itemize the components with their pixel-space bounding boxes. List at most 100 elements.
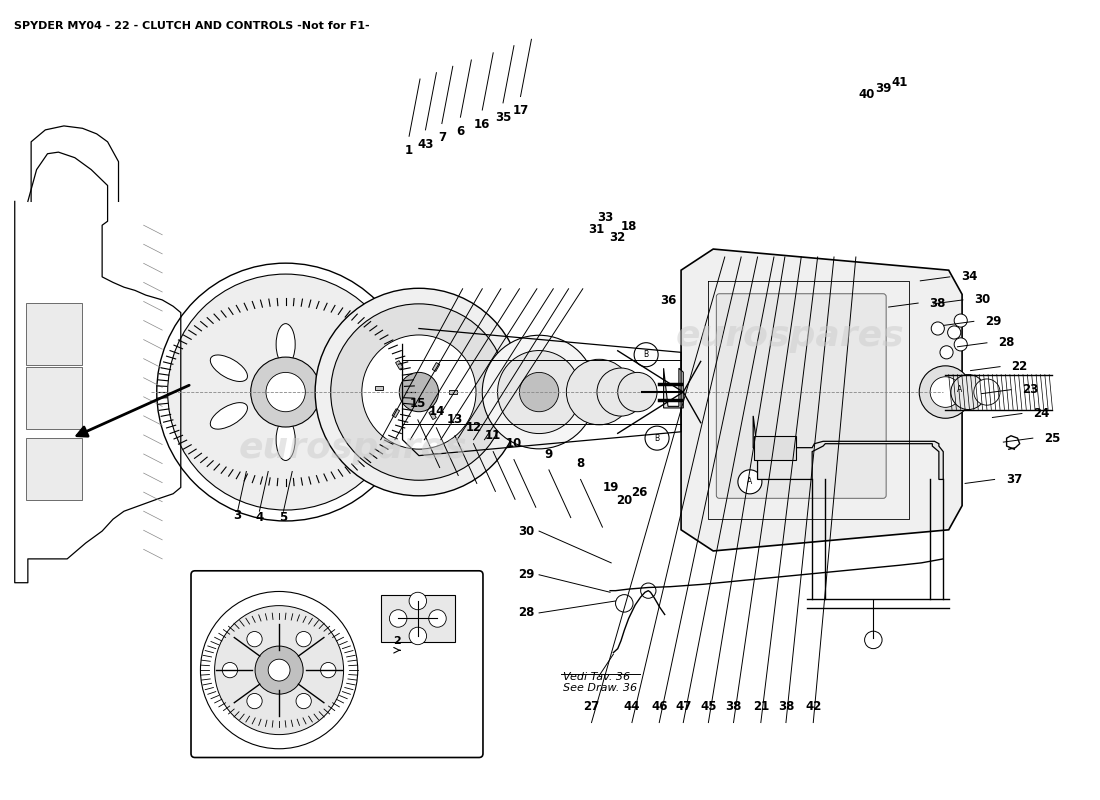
Bar	[375, 386, 383, 390]
Text: 44: 44	[624, 700, 640, 713]
Circle shape	[947, 378, 971, 402]
Text: 18: 18	[620, 220, 637, 234]
Circle shape	[634, 342, 658, 366]
Polygon shape	[754, 416, 943, 479]
Text: 41: 41	[891, 76, 908, 89]
Circle shape	[616, 594, 632, 612]
FancyBboxPatch shape	[716, 294, 887, 498]
Text: 26: 26	[631, 486, 648, 499]
Circle shape	[597, 368, 645, 416]
Text: 7: 7	[438, 131, 446, 144]
Text: 2: 2	[393, 636, 400, 646]
Text: 17: 17	[513, 104, 529, 118]
Circle shape	[296, 694, 311, 709]
Text: See Draw. 36: See Draw. 36	[563, 683, 637, 694]
Circle shape	[497, 350, 581, 434]
Circle shape	[932, 322, 944, 335]
Text: 12: 12	[465, 422, 482, 434]
Text: 45: 45	[700, 700, 716, 713]
Circle shape	[222, 662, 238, 678]
Circle shape	[920, 366, 971, 418]
Circle shape	[409, 627, 427, 645]
Circle shape	[268, 659, 290, 681]
Text: 37: 37	[1006, 473, 1022, 486]
Bar	[25, 366, 82, 429]
Circle shape	[200, 591, 358, 749]
Text: 36: 36	[660, 294, 676, 307]
Ellipse shape	[323, 402, 361, 429]
Text: 30: 30	[518, 525, 535, 538]
Text: B: B	[644, 350, 649, 359]
Text: 28: 28	[518, 606, 535, 619]
Bar	[381, 594, 455, 642]
Text: 25: 25	[1044, 432, 1060, 445]
Circle shape	[645, 426, 669, 450]
Circle shape	[865, 631, 882, 649]
Bar	[755, 436, 795, 459]
Text: 15: 15	[409, 398, 426, 410]
Circle shape	[246, 694, 262, 709]
Circle shape	[954, 338, 967, 351]
Polygon shape	[663, 368, 683, 408]
Text: 33: 33	[597, 210, 614, 224]
Text: 20: 20	[616, 494, 632, 507]
Text: 23: 23	[1023, 383, 1038, 396]
Circle shape	[214, 606, 343, 734]
Text: eurospares: eurospares	[239, 430, 468, 465]
Text: 29: 29	[518, 568, 535, 582]
Text: 30: 30	[975, 294, 991, 306]
Circle shape	[974, 379, 1000, 405]
Text: 11: 11	[485, 430, 502, 442]
Circle shape	[251, 357, 320, 427]
Ellipse shape	[276, 419, 295, 461]
Text: 16: 16	[474, 118, 491, 131]
Circle shape	[362, 335, 476, 449]
Bar	[429, 410, 437, 419]
Bar	[392, 409, 399, 418]
Circle shape	[167, 274, 404, 510]
Circle shape	[389, 610, 407, 627]
Text: 10: 10	[506, 437, 522, 450]
Text: 13: 13	[447, 414, 463, 426]
Text: 38: 38	[930, 297, 946, 310]
Circle shape	[618, 372, 657, 412]
Text: 35: 35	[495, 110, 512, 124]
Text: 42: 42	[805, 700, 822, 713]
Ellipse shape	[210, 355, 248, 382]
Text: 24: 24	[1033, 407, 1049, 420]
Text: 46: 46	[651, 700, 668, 713]
Text: 5: 5	[279, 511, 287, 524]
Text: 21: 21	[752, 700, 769, 713]
Ellipse shape	[276, 324, 295, 365]
Text: 47: 47	[675, 700, 692, 713]
Circle shape	[931, 377, 960, 407]
Text: 43: 43	[417, 138, 433, 150]
Text: A: A	[957, 385, 962, 394]
Text: Vedi Tav. 36: Vedi Tav. 36	[563, 672, 630, 682]
Text: B: B	[654, 434, 660, 442]
Text: 34: 34	[961, 270, 978, 283]
Bar	[396, 361, 403, 370]
Text: 40: 40	[859, 89, 874, 102]
Circle shape	[296, 631, 311, 646]
Text: 38: 38	[778, 700, 794, 713]
Text: 9: 9	[544, 447, 553, 461]
Circle shape	[950, 374, 986, 410]
Circle shape	[315, 288, 522, 496]
Bar	[432, 362, 440, 371]
Text: 31: 31	[587, 222, 604, 236]
Polygon shape	[681, 249, 962, 551]
Ellipse shape	[323, 355, 361, 382]
Bar	[25, 438, 82, 500]
Circle shape	[947, 326, 960, 339]
Circle shape	[409, 592, 427, 610]
Circle shape	[255, 646, 304, 694]
Text: 32: 32	[609, 230, 626, 244]
Circle shape	[320, 662, 336, 678]
Text: 27: 27	[583, 700, 600, 713]
Text: 19: 19	[603, 481, 619, 494]
Text: A: A	[747, 478, 752, 486]
Text: SPYDER MY04 - 22 - CLUTCH AND CONTROLS -Not for F1-: SPYDER MY04 - 22 - CLUTCH AND CONTROLS -…	[14, 21, 370, 30]
Circle shape	[566, 359, 631, 425]
Text: 29: 29	[986, 315, 1002, 328]
